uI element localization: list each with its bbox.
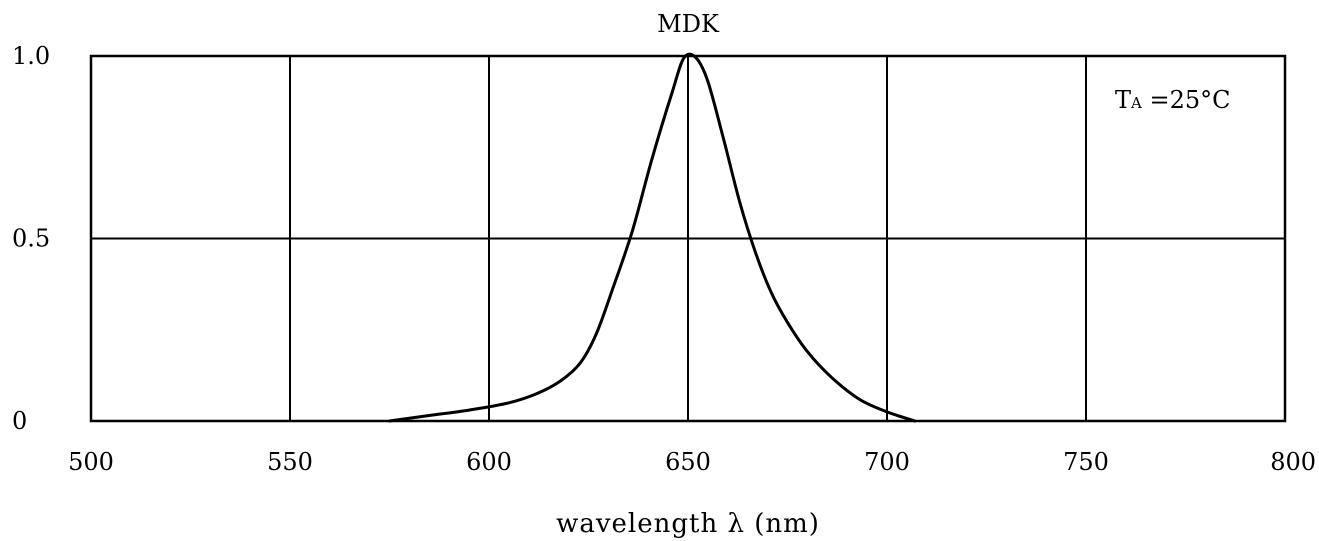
series-line-0 <box>388 52 917 423</box>
series-layer <box>388 52 917 423</box>
x-tick-label: 700 <box>864 448 910 476</box>
x-axis-label: wavelength λ (nm) <box>556 509 820 539</box>
annotation-sub: A <box>1130 94 1142 112</box>
annotation-rest: =25°C <box>1142 86 1231 114</box>
x-tick-label: 550 <box>267 448 313 476</box>
y-axis-ticks: 0 0.5 1.0 <box>12 42 50 435</box>
x-tick-label: 500 <box>68 448 114 476</box>
grid <box>89 54 1287 423</box>
plot-frame <box>89 54 1287 423</box>
y-tick-label: 0 <box>12 407 27 435</box>
x-tick-label: 800 <box>1270 448 1316 476</box>
annotation-main: T <box>1115 86 1131 114</box>
x-tick-label: 600 <box>466 448 512 476</box>
temperature-annotation: TA =25°C <box>1115 86 1231 114</box>
x-tick-label: 650 <box>665 448 711 476</box>
x-axis-ticks: 500 550 600 650 700 750 800 <box>68 448 1316 476</box>
chart-title: MDK <box>657 10 720 38</box>
y-tick-label: 0.5 <box>12 225 50 253</box>
y-tick-label: 1.0 <box>12 42 50 70</box>
x-tick-label: 750 <box>1063 448 1109 476</box>
